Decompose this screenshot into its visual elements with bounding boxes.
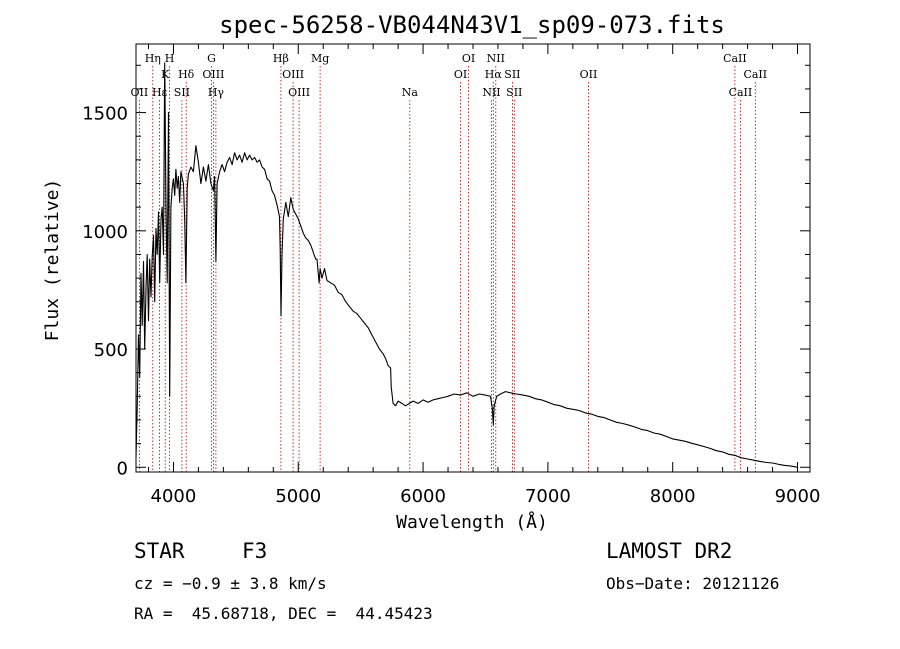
x-axis-label: Wavelength (Å) [396, 511, 548, 533]
line-label: OI [454, 68, 467, 81]
x-tick-label: 9000 [775, 486, 821, 507]
line-label: CaII [729, 86, 753, 99]
line-label: Hα [485, 68, 503, 81]
line-label: K [161, 68, 170, 81]
line-label: CaII [743, 68, 767, 81]
y-tick-label: 1000 [82, 222, 128, 243]
line-label: NII [487, 52, 505, 65]
emission-line-labels: OII Hη Hε KH SII Hδ G OIII Hγ Hβ OIII OIII Mg Na OI OI N… [131, 52, 768, 99]
tick-labels: 4000 5000 6000 7000 8000 9000 0 500 1000 1500 [82, 104, 820, 507]
y-tick-label: 0 [117, 458, 128, 479]
line-label: Mg [311, 52, 329, 65]
line-label: G [207, 52, 216, 65]
line-label: H [165, 52, 175, 65]
survey-name: LAMOST DR2 [606, 539, 733, 563]
y-tick-label: 500 [94, 340, 128, 361]
x-tick-label: 4000 [151, 486, 197, 507]
line-label: SII [174, 86, 190, 99]
emission-line-markers [138, 66, 756, 472]
line-label: Hγ [208, 86, 225, 99]
observation-date: Obs−Date: 20121126 [606, 574, 780, 593]
chart-title: spec-56258-VB044N43V1_sp09-073.fits [219, 11, 725, 39]
sky-coordinates: RA = 45.68718, DEC = 44.45423 [134, 604, 433, 623]
line-label: Hβ [273, 52, 289, 65]
y-axis-label: Flux (relative) [42, 179, 63, 342]
line-label: OI [462, 52, 475, 65]
plot-frame [135, 43, 811, 473]
line-label: SII [506, 86, 522, 99]
line-label: OII [131, 86, 149, 99]
y-tick-label: 1500 [82, 104, 128, 125]
line-label: NII [482, 86, 500, 99]
line-label: Na [402, 86, 419, 99]
line-label: OIII [282, 68, 304, 81]
line-label: OIII [288, 86, 310, 99]
spectral-subclass: F3 [242, 539, 268, 563]
line-label: OII [580, 68, 598, 81]
spectrum-chart: spec-56258-VB044N43V1_sp09-073.fits OIIH… [42, 11, 820, 533]
axis-ticks [136, 44, 810, 472]
x-tick-label: 8000 [650, 486, 696, 507]
line-label: Hη [145, 52, 161, 65]
spectrum-line [135, 62, 798, 468]
redshift-velocity: cz = −0.9 ± 3.8 km/s [134, 574, 327, 593]
line-label: Hδ [178, 68, 195, 81]
line-label: SII [504, 68, 520, 81]
object-class: STAR [134, 539, 185, 563]
spectrum-series [135, 62, 798, 468]
x-tick-label: 7000 [525, 486, 571, 507]
x-tick-label: 6000 [400, 486, 446, 507]
line-label: Hε [152, 86, 168, 99]
line-label: OIII [202, 68, 224, 81]
x-tick-label: 5000 [275, 486, 321, 507]
line-label: CaII [723, 52, 747, 65]
